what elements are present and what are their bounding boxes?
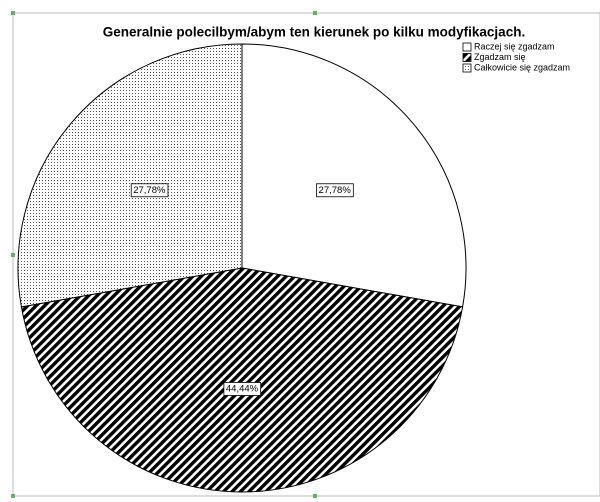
legend-key	[462, 53, 472, 62]
value-label-box	[130, 183, 169, 198]
pie-slice	[20, 267, 464, 493]
legend-label: Całkowicie się zgadzam	[474, 62, 570, 72]
legend-key	[462, 42, 472, 52]
legend-label: Raczej się zgadzam	[474, 41, 555, 51]
handle	[11, 11, 15, 15]
pie-slice	[17, 43, 243, 308]
handle	[313, 494, 317, 498]
value-label-box	[223, 382, 262, 396]
legend-label: Zgadzam się	[474, 52, 526, 62]
value-label-box	[316, 183, 354, 198]
legend-key	[462, 63, 472, 73]
pie-slice	[241, 43, 467, 308]
handle	[11, 494, 15, 498]
value-label: 44,44%	[226, 383, 259, 394]
handle	[313, 11, 317, 15]
value-label: 27,78%	[133, 185, 166, 196]
chart-title: Generalnie polecilbym/abym ten kierunek …	[103, 25, 525, 40]
value-label: 27,78%	[319, 185, 352, 196]
handle	[11, 253, 15, 257]
